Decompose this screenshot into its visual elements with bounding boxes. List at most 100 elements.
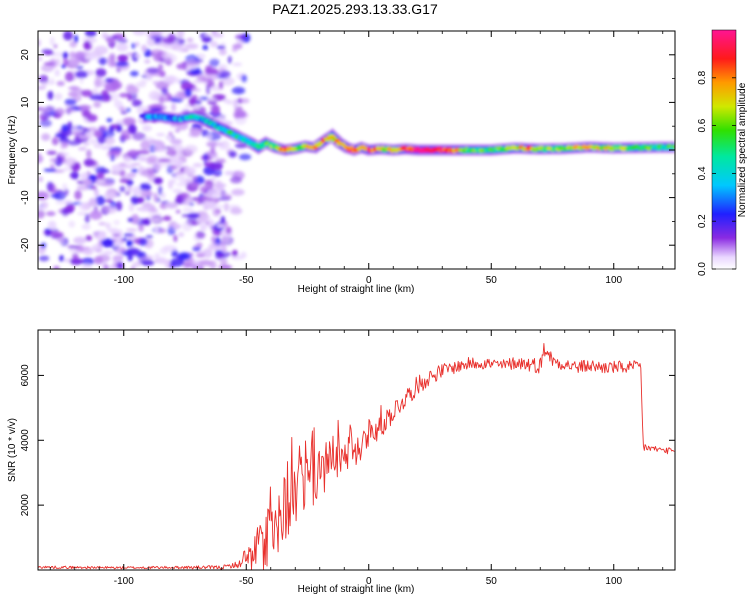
noise-speckle xyxy=(135,82,147,88)
noise-speckle xyxy=(182,195,188,200)
noise-speckle xyxy=(190,128,201,137)
noise-speckle xyxy=(55,58,61,67)
noise-speckle xyxy=(221,77,235,86)
noise-speckle xyxy=(159,70,166,78)
noise-speckle xyxy=(82,109,92,119)
noise-speckle xyxy=(74,51,86,61)
noise-speckle xyxy=(105,222,111,229)
noise-speckle xyxy=(105,37,116,43)
snr-frame xyxy=(37,329,676,571)
noise-speckle xyxy=(43,51,55,55)
noise-speckle xyxy=(206,141,218,147)
noise-speckle xyxy=(94,78,102,88)
noise-speckle xyxy=(218,48,227,56)
noise-speckle xyxy=(64,98,77,106)
track-point xyxy=(672,144,675,149)
colorbar-tick-label: 0.6 xyxy=(697,118,708,132)
noise-speckle xyxy=(139,183,152,192)
noise-speckle xyxy=(103,192,118,199)
noise-speckle xyxy=(39,119,52,127)
noise-speckle xyxy=(168,76,176,81)
noise-speckle xyxy=(43,62,56,66)
noise-speckle xyxy=(211,235,216,243)
noise-speckle xyxy=(68,220,76,228)
spectrogram-ytick-label: -20 xyxy=(20,238,31,253)
noise-speckle xyxy=(126,184,132,192)
noise-speckle xyxy=(225,226,232,235)
noise-speckle xyxy=(115,247,127,255)
noise-speckle xyxy=(69,248,81,254)
noise-speckle xyxy=(136,155,147,160)
noise-speckle xyxy=(138,257,143,262)
noise-speckle xyxy=(117,54,129,62)
noise-speckle xyxy=(175,43,187,53)
spectrogram-xtick-label: -50 xyxy=(239,275,254,286)
noise-speckle xyxy=(98,125,108,131)
noise-speckle xyxy=(83,40,91,50)
noise-speckle xyxy=(102,31,108,40)
noise-speckle xyxy=(153,161,162,172)
noise-speckle xyxy=(93,256,103,265)
noise-speckle xyxy=(93,143,103,149)
spectrogram-ytick-label: 10 xyxy=(20,96,31,108)
noise-speckle xyxy=(126,228,138,232)
noise-speckle xyxy=(170,138,183,145)
noise-speckle xyxy=(172,188,182,194)
noise-speckle xyxy=(239,98,250,104)
noise-speckle xyxy=(163,53,177,64)
noise-speckle xyxy=(221,235,230,244)
noise-speckle xyxy=(155,80,170,90)
snr-ylabel: SNR (10 * v/v) xyxy=(7,418,18,482)
noise-speckle xyxy=(122,237,128,241)
noise-speckle xyxy=(83,142,90,146)
snr-series-line xyxy=(38,343,675,570)
noise-speckle xyxy=(67,86,81,90)
noise-speckle xyxy=(220,42,227,47)
noise-speckle xyxy=(114,100,123,108)
spectrogram-noise xyxy=(38,31,252,269)
noise-speckle xyxy=(59,152,70,157)
noise-speckle xyxy=(219,259,228,265)
noise-speckle xyxy=(178,252,191,261)
spectrogram-ylabel: Frequency (Hz) xyxy=(7,116,18,185)
noise-speckle xyxy=(198,259,213,266)
noise-speckle xyxy=(192,163,203,168)
noise-speckle xyxy=(189,202,195,206)
noise-speckle xyxy=(184,43,199,50)
noise-speckle xyxy=(69,40,77,48)
noise-speckle xyxy=(103,264,110,269)
colorbar-label: Normalized spectral amplitude xyxy=(737,82,748,217)
noise-speckle xyxy=(134,53,142,59)
noise-speckle xyxy=(130,214,140,225)
noise-speckle xyxy=(86,149,92,159)
noise-speckle xyxy=(62,208,74,214)
noise-speckle xyxy=(241,74,248,83)
noise-speckle xyxy=(157,158,171,163)
noise-speckle xyxy=(122,175,135,180)
noise-speckle xyxy=(232,249,238,258)
noise-speckle xyxy=(39,74,49,84)
noise-speckle xyxy=(212,207,221,217)
noise-speckle xyxy=(166,149,177,157)
noise-speckle xyxy=(195,266,201,269)
noise-speckle xyxy=(162,215,172,221)
noise-speckle xyxy=(84,31,97,37)
noise-speckle xyxy=(199,223,208,231)
noise-speckle xyxy=(91,185,97,191)
noise-speckle xyxy=(106,118,113,123)
noise-speckle xyxy=(184,144,198,154)
noise-speckle xyxy=(173,224,182,229)
noise-speckle xyxy=(190,181,201,187)
noise-speckle xyxy=(236,39,245,45)
noise-speckle xyxy=(38,56,43,61)
noise-speckle xyxy=(80,172,89,181)
noise-speckle xyxy=(209,40,218,48)
snr-xtick-label: -50 xyxy=(239,576,254,587)
spectrogram-xlabel: Height of straight line (km) xyxy=(298,284,415,295)
noise-speckle xyxy=(216,224,225,228)
noise-speckle xyxy=(51,137,59,146)
noise-speckle xyxy=(218,141,226,150)
noise-speckle xyxy=(98,230,107,240)
noise-speckle xyxy=(215,180,222,185)
